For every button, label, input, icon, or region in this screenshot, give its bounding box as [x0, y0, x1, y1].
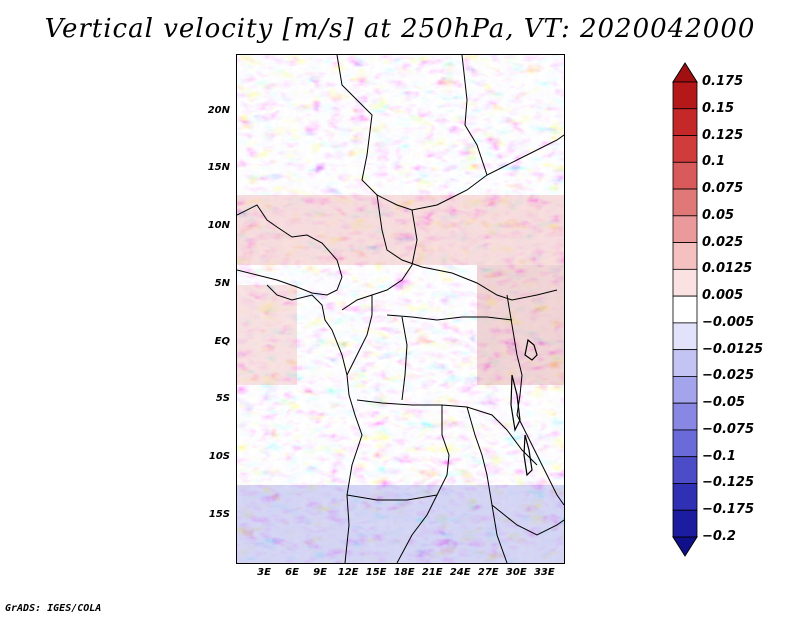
lat-label: 10S — [208, 451, 230, 463]
lakes — [510, 338, 538, 477]
colorbar-top-arrow — [672, 62, 698, 83]
colorbar-bottom-arrow — [672, 536, 698, 557]
lat-label: EQ — [214, 335, 230, 347]
colorbar-label: 0.15 — [702, 100, 735, 116]
southern-subsidence-zone — [237, 485, 564, 563]
lat-label: 15S — [208, 508, 230, 520]
colorbar-segment — [672, 349, 698, 377]
colorbar-segment — [672, 483, 698, 511]
colorbar-label: 0.05 — [702, 207, 735, 223]
colorbar — [672, 62, 698, 557]
colorbar-segment — [672, 295, 698, 324]
colorbar-label: −0.075 — [702, 421, 755, 437]
lon-label: 3E — [257, 567, 271, 578]
colorbar-segment — [672, 268, 698, 297]
grads-credit: GrADS: IGES/COLA — [5, 603, 102, 614]
lat-label: 5N — [214, 277, 230, 289]
colorbar-segment — [672, 322, 698, 351]
colorbar-segment — [672, 108, 698, 136]
lat-label: 20N — [207, 104, 230, 116]
colorbar-segment — [672, 509, 698, 538]
ascent-band — [237, 195, 564, 265]
lon-label: 15E — [365, 567, 387, 578]
colorbar-segment — [672, 215, 698, 243]
colorbar-segment — [672, 188, 698, 217]
colorbar-segment — [672, 429, 698, 458]
colorbar-label: −0.0125 — [702, 341, 764, 357]
colorbar-label: 0.025 — [702, 234, 744, 250]
colorbar-segment — [672, 242, 698, 270]
lon-label: 21E — [421, 567, 443, 578]
colorbar-label: −0.125 — [702, 475, 755, 491]
colorbar-label: −0.005 — [702, 314, 755, 330]
colorbar-label: −0.025 — [702, 368, 755, 384]
colorbar-segment — [672, 376, 698, 404]
lon-label: 9E — [313, 567, 327, 578]
atlantic-ascent-zone — [237, 285, 297, 385]
colorbar-label: 0.005 — [702, 288, 744, 304]
colorbar-segment — [672, 135, 698, 163]
colorbar-label: 0.125 — [702, 127, 744, 143]
colorbar-segment — [672, 161, 698, 190]
east-africa-ascent-zone — [477, 265, 564, 385]
lat-label: 15N — [207, 162, 230, 174]
lon-label: 30E — [505, 567, 527, 578]
colorbar-label: −0.1 — [702, 448, 736, 464]
colorbar-label: 0.0125 — [702, 261, 753, 277]
vertical-velocity-field — [237, 55, 564, 563]
map-panel — [236, 54, 565, 564]
lat-label: 10N — [207, 220, 230, 232]
lon-label: 18E — [393, 567, 415, 578]
colorbar-label: 0.1 — [702, 154, 726, 170]
colorbar-segment — [672, 81, 698, 110]
colorbar-label: −0.2 — [702, 529, 736, 544]
lon-label: 12E — [337, 567, 359, 578]
map-title: Vertical velocity [m/s] at 250hPa, VT: 2… — [44, 14, 756, 44]
lat-label: 5S — [215, 393, 230, 405]
lon-label: 27E — [477, 567, 499, 578]
country-borders — [237, 55, 564, 563]
colorbar-label: 0.175 — [702, 74, 744, 89]
lon-label: 6E — [285, 567, 299, 578]
colorbar-segment — [672, 456, 698, 484]
colorbar-label: −0.175 — [702, 502, 755, 518]
colorbar-label: 0.075 — [702, 181, 744, 197]
colorbar-label: −0.05 — [702, 395, 745, 411]
colorbar-segment — [672, 402, 698, 431]
lon-label: 24E — [449, 567, 471, 578]
lon-label: 33E — [533, 567, 555, 578]
